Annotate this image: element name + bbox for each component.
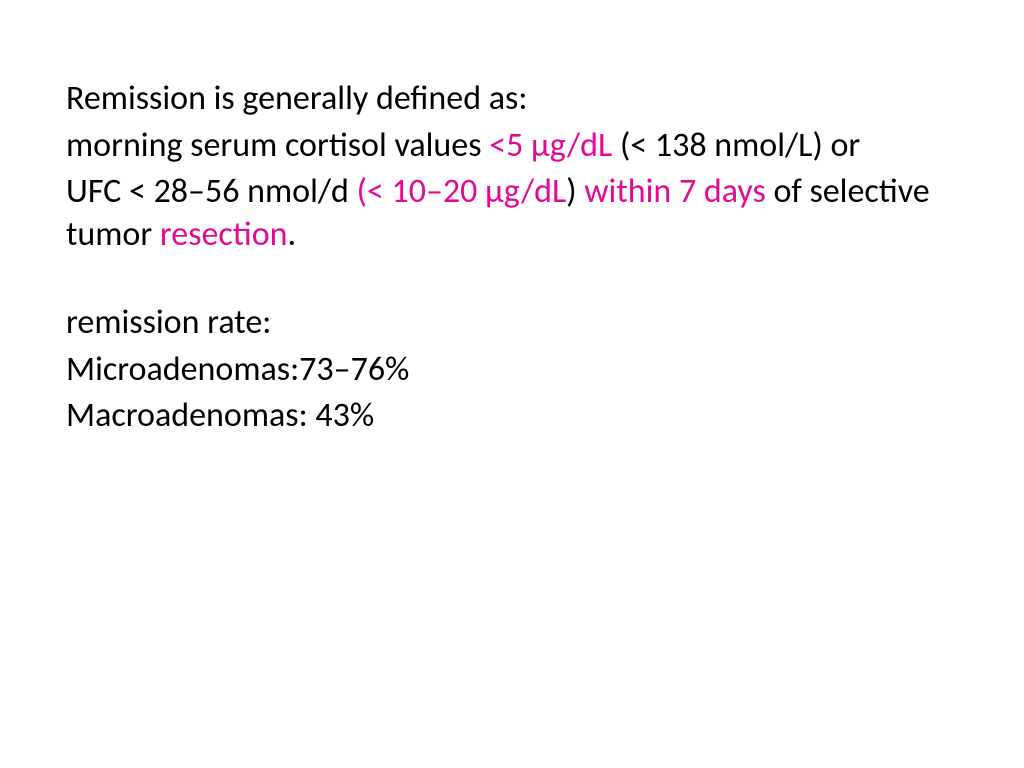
ufc-text-b: ) [566, 171, 584, 212]
remission-definition-heading: Remission is generally defined as: [66, 78, 956, 121]
remission-rate-heading: remission rate: [66, 302, 956, 345]
slide-body: Remission is generally defined as: morni… [0, 0, 1024, 768]
ufc-text-a: UFC < 28–56 nmol/d [66, 171, 357, 212]
cortisol-criterion: morning serum cortisol values <5 μg/dL (… [66, 125, 956, 168]
cortisol-text-b: (< 138 nmol/L) or [620, 125, 860, 166]
ufc-resection-highlight: resection [160, 214, 288, 255]
cortisol-threshold-highlight: <5 μg/dL [489, 125, 620, 166]
ufc-days-highlight: within 7 days [584, 171, 773, 212]
blank-line [66, 260, 956, 302]
ufc-criterion: UFC < 28–56 nmol/d (< 10–20 μg/dL) withi… [66, 171, 956, 256]
ufc-threshold-highlight: (< 10–20 μg/dL [357, 171, 567, 212]
macroadenomas-rate: Macroadenomas: 43% [66, 395, 956, 438]
microadenomas-rate: Microadenomas:73–76% [66, 349, 956, 392]
ufc-text-d: . [288, 214, 297, 255]
cortisol-text-a: morning serum cortisol values [66, 125, 489, 166]
